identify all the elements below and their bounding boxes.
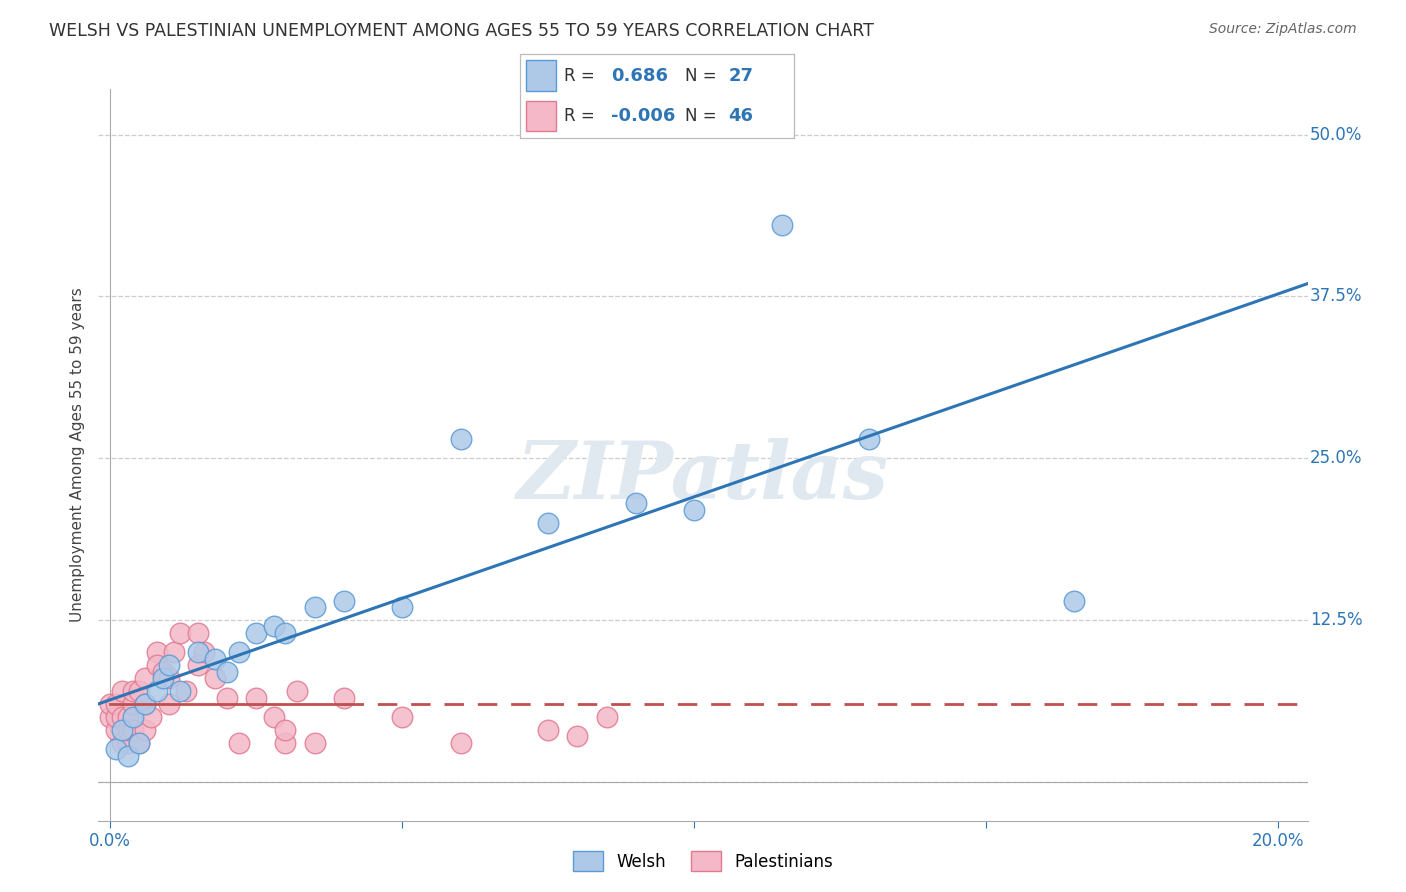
Point [117,710,139,724]
Point [332,690,354,705]
Point [193,645,215,659]
Point [537,516,560,530]
Point [104,723,127,737]
Point [163,645,186,659]
Point [228,736,250,750]
FancyBboxPatch shape [526,101,555,131]
Text: 46: 46 [728,107,754,125]
Text: 25.0%: 25.0% [1310,450,1362,467]
Text: R =: R = [564,107,600,125]
Point [204,652,226,666]
Point [304,736,326,750]
Text: 50.0%: 50.0% [1310,126,1362,144]
Point [187,658,209,673]
Point [139,710,162,724]
Point [146,658,169,673]
Point [117,748,139,763]
Point [215,665,238,679]
Point [215,690,238,705]
Point [134,697,156,711]
Text: 12.5%: 12.5% [1310,611,1362,629]
Point [391,710,413,724]
Point [134,697,156,711]
Point [122,723,145,737]
Point [537,723,560,737]
Text: 0.686: 0.686 [610,67,668,85]
Point [274,723,297,737]
Point [117,736,139,750]
Point [134,671,156,685]
Point [187,645,209,659]
Point [134,723,156,737]
Legend: Welsh, Palestinians: Welsh, Palestinians [567,845,839,878]
Point [128,736,150,750]
Point [187,626,209,640]
Point [98,697,121,711]
Point [450,736,472,750]
Point [169,684,191,698]
Point [157,658,180,673]
Point [595,710,617,724]
Point [111,684,134,698]
Point [450,432,472,446]
Point [146,645,169,659]
Point [770,218,793,232]
Point [111,736,134,750]
Point [304,600,326,615]
Text: ZIPatlas: ZIPatlas [517,438,889,516]
Point [624,496,647,510]
Text: N =: N = [685,67,721,85]
Point [122,697,145,711]
Point [128,736,150,750]
Point [122,684,145,698]
FancyBboxPatch shape [526,61,555,91]
Point [263,710,285,724]
Point [174,684,197,698]
Text: 27: 27 [728,67,754,85]
Point [117,723,139,737]
Text: Source: ZipAtlas.com: Source: ZipAtlas.com [1209,22,1357,37]
Text: -0.006: -0.006 [610,107,675,125]
Point [263,619,285,633]
Point [228,645,250,659]
Point [157,697,180,711]
Point [285,684,308,698]
Point [391,600,413,615]
Point [104,710,127,724]
Point [1063,593,1085,607]
Point [274,626,297,640]
Text: 37.5%: 37.5% [1310,287,1362,305]
Point [104,697,127,711]
Point [152,665,174,679]
Point [858,432,880,446]
Point [245,690,267,705]
Point [128,684,150,698]
Point [567,730,589,744]
Text: WELSH VS PALESTINIAN UNEMPLOYMENT AMONG AGES 55 TO 59 YEARS CORRELATION CHART: WELSH VS PALESTINIAN UNEMPLOYMENT AMONG … [49,22,875,40]
Point [332,593,354,607]
Point [274,736,297,750]
Point [111,710,134,724]
Text: N =: N = [685,107,721,125]
Point [122,710,145,724]
Point [146,684,169,698]
Y-axis label: Unemployment Among Ages 55 to 59 years: Unemployment Among Ages 55 to 59 years [69,287,84,623]
Point [152,671,174,685]
Point [104,742,127,756]
Point [169,626,191,640]
Point [245,626,267,640]
Point [204,671,226,685]
Point [98,710,121,724]
Point [683,503,706,517]
Text: R =: R = [564,67,600,85]
Point [157,671,180,685]
Point [111,723,134,737]
